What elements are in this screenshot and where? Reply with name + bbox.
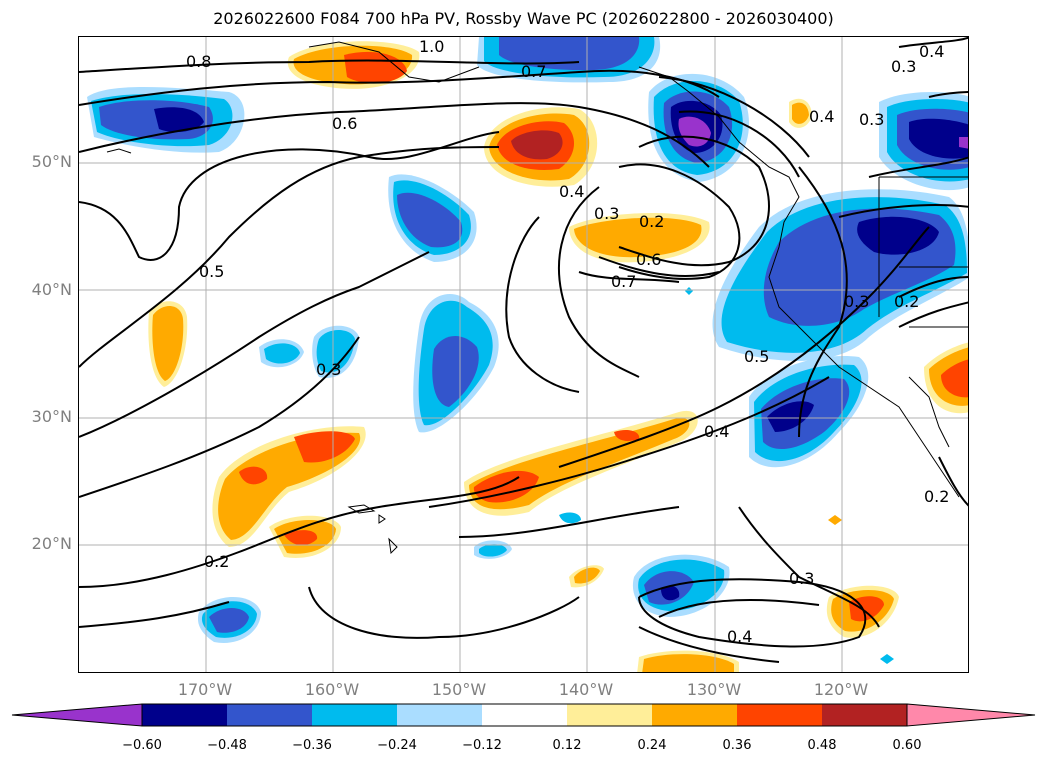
contour-label: 0.4 — [809, 107, 834, 126]
colorbar-segment — [227, 704, 312, 726]
colorbar-segment — [652, 704, 737, 726]
colorbar-tick: −0.36 — [292, 738, 332, 753]
map-panel: 0.8 1.0 0.7 0.6 0.5 0.4 0.3 0.3 0.2 0.6 … — [78, 36, 969, 673]
contour-label: 0.8 — [186, 52, 211, 71]
contour-label: 0.7 — [521, 62, 546, 81]
contour-label: 0.4 — [727, 627, 752, 646]
colorbar-segment — [312, 704, 397, 726]
contour-label: 0.3 — [316, 360, 341, 379]
colorbar-segment — [737, 704, 822, 726]
contour-label: 0.4 — [704, 422, 729, 441]
colorbar-tick: 0.48 — [807, 738, 837, 753]
map-canvas: 0.8 1.0 0.7 0.6 0.5 0.4 0.3 0.3 0.2 0.6 … — [79, 37, 968, 672]
colorbar-extend-min — [11, 703, 143, 727]
contour-label: 0.3 — [844, 292, 869, 311]
colorbar-tick: 0.36 — [722, 738, 752, 753]
colorbar-segment — [142, 704, 227, 726]
contour-label: 0.2 — [894, 292, 919, 311]
lat-label: 30°N — [31, 407, 72, 426]
gridlines — [79, 37, 968, 672]
colorbar-segment — [822, 704, 907, 726]
colorbar-tick: −0.24 — [377, 738, 417, 753]
contour-label: 0.3 — [859, 110, 884, 129]
lat-label: 50°N — [31, 152, 72, 171]
lat-label: 20°N — [31, 534, 72, 553]
lat-label: 40°N — [31, 280, 72, 299]
contour-label: 0.2 — [204, 552, 229, 571]
colorbar-tick: 0.24 — [637, 738, 667, 753]
lon-label: 140°W — [558, 680, 614, 699]
contour-label: 0.3 — [789, 569, 814, 588]
contour-label: 0.4 — [919, 42, 944, 61]
contour-label: 0.2 — [639, 212, 664, 231]
colorbar-tick: −0.60 — [122, 738, 162, 753]
colorbar-segment — [397, 704, 482, 726]
contour-label: 0.2 — [924, 487, 949, 506]
contour-label: 0.5 — [199, 262, 224, 281]
contour-label: 0.4 — [559, 182, 584, 201]
colorbar-tick: −0.48 — [207, 738, 247, 753]
pv-shading — [87, 37, 968, 672]
lon-label: 170°W — [177, 680, 233, 699]
lon-label: 130°W — [686, 680, 742, 699]
lon-label: 160°W — [304, 680, 360, 699]
lon-label: 120°W — [813, 680, 869, 699]
colorbar-tick: −0.12 — [462, 738, 502, 753]
colorbar — [11, 703, 1036, 727]
colorbar-tick: 0.12 — [552, 738, 582, 753]
contour-labels: 0.8 1.0 0.7 0.6 0.5 0.4 0.3 0.3 0.2 0.6 … — [186, 37, 949, 646]
contour-label: 0.3 — [594, 204, 619, 223]
colorbar-segment — [567, 704, 652, 726]
contour-label: 1.0 — [419, 37, 444, 56]
colorbar-segment — [482, 704, 567, 726]
contour-label: 0.6 — [332, 114, 357, 133]
colorbar-tick: 0.60 — [892, 738, 922, 753]
colorbar-extend-max — [906, 703, 1036, 727]
contour-label: 0.3 — [891, 57, 916, 76]
chart-title: 2026022600 F084 700 hPa PV, Rossby Wave … — [213, 9, 834, 28]
contour-label: 0.7 — [611, 272, 636, 291]
pv-contours — [79, 37, 968, 663]
contour-label: 0.5 — [744, 347, 769, 366]
lon-label: 150°W — [431, 680, 487, 699]
contour-label: 0.6 — [636, 250, 661, 269]
